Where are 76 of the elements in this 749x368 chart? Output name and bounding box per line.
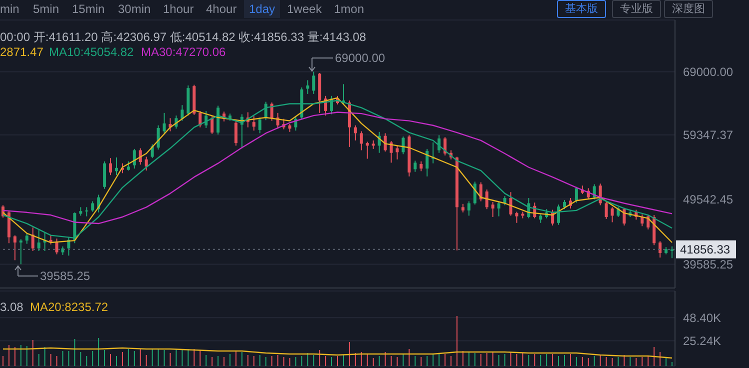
candlestick: [491, 201, 494, 218]
annotation: 00:00 开:41611.20 高:42306.97 低:40514.82 收:41856.33 量:4143.08: [0, 29, 366, 45]
candlestick: [19, 238, 22, 265]
candlestick: [658, 240, 662, 258]
text: min: [0, 1, 20, 17]
candlestick: [426, 148, 429, 177]
candlestick: [85, 206, 88, 217]
candlestick: [234, 118, 238, 146]
annotation: 69000.00: [335, 50, 386, 66]
annotation: 39585.25: [40, 268, 90, 284]
candlestick: [49, 234, 52, 245]
candlestick: [31, 226, 34, 252]
candlestick: [210, 116, 214, 134]
annotation: MA20:8235.72: [30, 299, 108, 315]
candlestick: [138, 148, 142, 166]
candlestick: [162, 112, 166, 134]
text: 1day: [244, 0, 280, 18]
candlestick: [497, 200, 500, 217]
candlestick: [114, 156, 118, 176]
candlestick: [126, 160, 130, 172]
text: 15min: [72, 1, 105, 17]
annotation: MA30:47270.06: [141, 44, 226, 60]
candlestick: [252, 116, 256, 132]
annotation: 2871.47: [0, 44, 44, 60]
text: 30min: [118, 1, 151, 17]
candlestick: [312, 71, 316, 94]
y-tick-label: 69000.00: [683, 64, 734, 79]
y-tick-label: 59347.37: [683, 128, 734, 142]
ref-line-label: 41856.33: [680, 242, 730, 256]
candlestick: [515, 211, 518, 224]
y-tick-label: 48.40K: [683, 310, 722, 325]
candlestick: [144, 156, 148, 172]
candlestick: [198, 110, 202, 128]
text: 1hour: [163, 1, 194, 17]
candlestick: [610, 206, 614, 223]
candlestick: [55, 238, 58, 255]
candlestick: [592, 184, 596, 200]
candlestick: [132, 148, 136, 170]
candlestick: [420, 160, 423, 172]
candlestick: [557, 204, 560, 226]
candlestick: [467, 200, 470, 216]
candlestick: [354, 124, 357, 141]
text: 基本版: [557, 0, 606, 18]
candlestick: [180, 104, 184, 122]
line-series: [2, 347, 673, 359]
y-tick-label: 25.24K: [683, 334, 722, 348]
annotation: MA10:45054.82: [49, 44, 134, 60]
candlestick: [258, 117, 262, 134]
candlestick: [91, 200, 94, 212]
candlestick: [604, 201, 608, 220]
candlestick: [103, 160, 106, 190]
candlestick: [25, 232, 28, 244]
annotation: 3.08: [0, 299, 24, 315]
text: 1week: [287, 1, 322, 17]
y-tick-label: 49542.45: [683, 192, 734, 206]
candlestick: [366, 141, 369, 160]
text: 深度图: [664, 0, 713, 18]
text: 4hour: [206, 1, 237, 17]
candlestick: [622, 207, 626, 226]
text: 专业版: [612, 0, 661, 18]
candlestick: [306, 80, 310, 94]
candlestick: [503, 196, 506, 206]
candlestick: [109, 158, 112, 176]
candlestick: [574, 186, 578, 204]
candlestick: [479, 182, 482, 202]
line-series: [2, 112, 673, 224]
candlestick: [13, 234, 16, 261]
candlestick: [414, 160, 417, 172]
text: 5min: [33, 1, 60, 17]
text: 1mon: [334, 1, 364, 17]
candlestick: [563, 199, 566, 210]
candlestick: [509, 192, 512, 216]
y-tick-label: 39585.25: [683, 257, 734, 272]
candlestick: [485, 189, 488, 210]
candlestick: [360, 130, 363, 151]
candlestick: [640, 214, 644, 227]
